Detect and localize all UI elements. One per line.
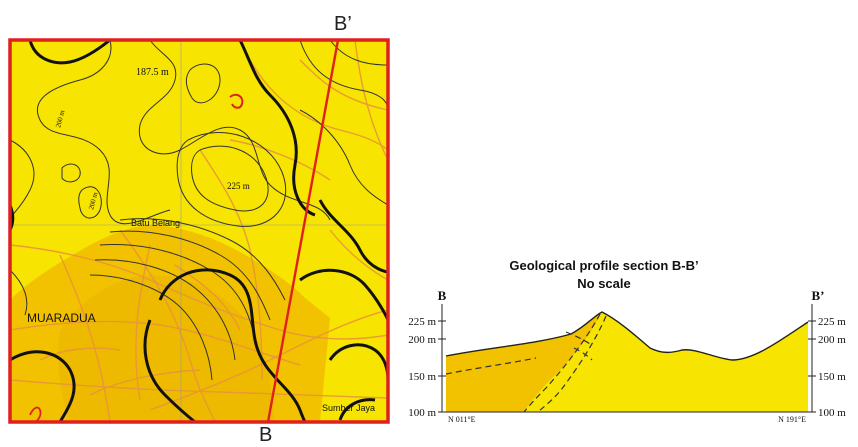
fault-mark-bottom bbox=[29, 406, 42, 423]
geological-map: 187.5 m 225 m 200 m 200 m Batu Belang MU… bbox=[8, 38, 390, 424]
profile-end-label-right: B’ bbox=[812, 288, 825, 303]
bearing-left: N 011°E bbox=[448, 415, 476, 424]
road-network bbox=[9, 39, 389, 423]
contour-label-187: 187.5 m bbox=[136, 67, 169, 78]
left-tick-150: 150 m bbox=[408, 371, 436, 383]
place-label-muaradua: MUARADUA bbox=[27, 311, 96, 325]
map-frame bbox=[8, 38, 390, 424]
right-tick-200: 200 m bbox=[818, 334, 846, 346]
map-grid bbox=[10, 40, 388, 422]
section-line-b-b-prime bbox=[266, 39, 340, 423]
thick-contours bbox=[8, 38, 390, 424]
fault-dashed-lines bbox=[445, 313, 607, 413]
place-label-sumber-jaya: Sumber Jaya bbox=[322, 403, 375, 413]
contour-label-225: 225 m bbox=[227, 181, 250, 191]
profile-subtitle: No scale bbox=[577, 276, 630, 291]
right-scale bbox=[808, 304, 816, 413]
place-label-batu-belang: Batu Belang bbox=[131, 218, 180, 228]
profile-end-label-left: B bbox=[438, 288, 447, 303]
fault-hook-mark bbox=[229, 93, 244, 109]
left-tick-100: 100 m bbox=[408, 407, 436, 419]
left-scale bbox=[438, 304, 446, 413]
right-tick-225: 225 m bbox=[818, 316, 846, 328]
profile-title: Geological profile section B-B’ bbox=[509, 258, 698, 273]
geological-profile: Geological profile section B-B’ No scale… bbox=[408, 258, 846, 424]
left-tick-200: 200 m bbox=[408, 334, 436, 346]
thin-contours bbox=[9, 39, 389, 381]
section-end-label-top: B’ bbox=[334, 13, 352, 35]
terrain-surface-line bbox=[445, 311, 809, 361]
left-tick-225: 225 m bbox=[408, 316, 436, 328]
section-end-label-bottom: B bbox=[259, 424, 273, 446]
profile-lower-unit bbox=[446, 312, 602, 412]
bearing-right: N 191°E bbox=[778, 415, 806, 424]
right-tick-100: 100 m bbox=[818, 407, 846, 419]
right-tick-150: 150 m bbox=[818, 371, 846, 383]
